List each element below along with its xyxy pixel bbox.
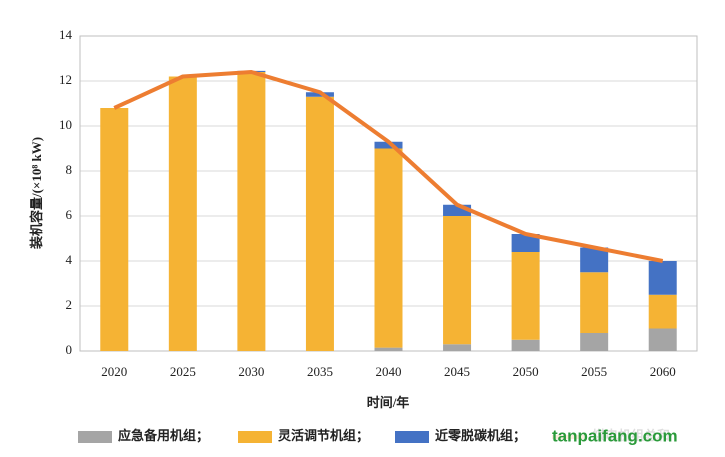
legend-label: 近零脱碳机组； — [435, 428, 526, 444]
bar — [305, 96, 334, 351]
x-tick-label: 2025 — [170, 364, 196, 379]
x-tick-label: 2050 — [513, 364, 539, 379]
legend-swatch — [238, 431, 272, 443]
x-tick-label: 2020 — [101, 364, 127, 379]
bar — [443, 204, 472, 216]
y-axis-title: 装机容量/(×10⁸ kW) — [29, 137, 44, 250]
x-tick-label: 2030 — [238, 364, 264, 379]
bar — [648, 328, 677, 351]
watermark-bg — [528, 425, 720, 449]
bar — [374, 141, 403, 149]
y-tick-label: 10 — [59, 117, 72, 132]
bar — [511, 252, 540, 340]
bar — [168, 76, 197, 351]
x-tick-label: 2055 — [581, 364, 607, 379]
legend-label: 灵活调节机组； — [278, 428, 369, 444]
bar — [580, 247, 609, 273]
y-tick-label: 2 — [66, 297, 73, 312]
bar — [443, 344, 472, 351]
x-tick-label: 2040 — [376, 364, 402, 379]
y-tick-label: 6 — [66, 207, 73, 222]
bar — [648, 294, 677, 329]
bar — [100, 108, 129, 351]
y-tick-label: 4 — [66, 252, 73, 267]
bar — [374, 148, 403, 348]
y-tick-label: 0 — [66, 342, 73, 357]
bar — [648, 261, 677, 295]
legend-swatch — [395, 431, 429, 443]
x-tick-label: 2060 — [650, 364, 676, 379]
bar — [374, 347, 403, 351]
bar — [511, 234, 540, 252]
x-axis-title: 时间/年 — [367, 395, 410, 410]
bar — [580, 272, 609, 333]
bar — [511, 339, 540, 351]
legend-swatch — [78, 431, 112, 443]
y-tick-label: 8 — [66, 162, 73, 177]
x-tick-label: 2045 — [444, 364, 470, 379]
y-tick-label: 12 — [59, 72, 72, 87]
x-tick-label: 2035 — [307, 364, 333, 379]
line — [113, 70, 664, 263]
watermark: tanpaifang.com — [552, 426, 678, 445]
legend-label: 应急备用机组； — [118, 428, 209, 444]
y-tick-label: 14 — [59, 27, 73, 42]
bar — [443, 216, 472, 345]
bar — [237, 72, 266, 351]
bar — [580, 333, 609, 351]
